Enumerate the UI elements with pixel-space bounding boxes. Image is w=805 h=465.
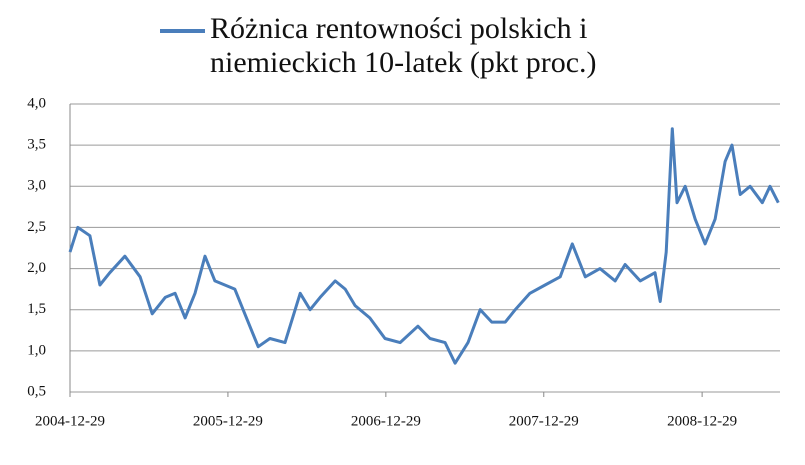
x-tick-label: 2006-12-29 [351,413,421,429]
y-tick-label: 1,0 [27,342,46,358]
data-line [68,127,780,365]
x-tick-label: 2007-12-29 [509,413,579,429]
y-tick-label: 2,5 [27,219,46,235]
y-tick-label: 4,0 [27,95,46,111]
x-tick-label: 2004-12-29 [35,413,105,429]
y-tick-label: 3,0 [27,178,46,194]
legend-label: Różnica rentowności polskich i niemiecki… [210,12,597,79]
x-tick-label: 2005-12-29 [193,413,263,429]
x-tick-label: 2008-12-29 [667,413,737,429]
y-tick-label: 2,0 [27,260,46,276]
y-tick-label: 3,5 [27,137,46,153]
y-tick-label: 1,5 [27,301,46,317]
y-tick-label: 0,5 [27,383,46,399]
